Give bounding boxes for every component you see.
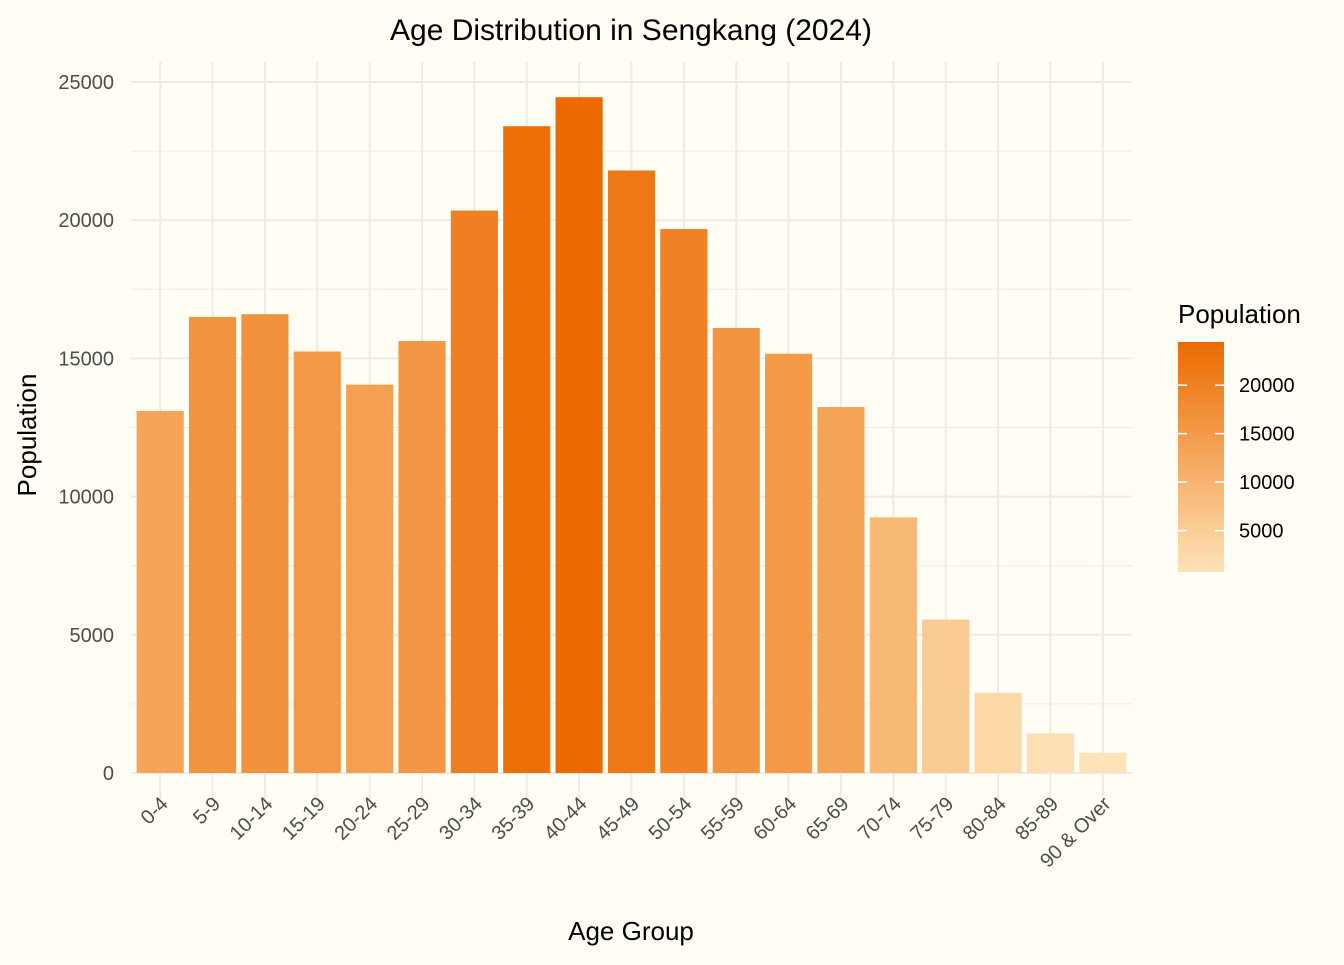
bar-50-54 bbox=[660, 229, 708, 773]
x-tick-label: 25-29 bbox=[383, 793, 435, 845]
x-tick-label: 15-19 bbox=[278, 793, 330, 845]
y-tick-label: 20000 bbox=[58, 210, 114, 232]
y-axis-title: Population bbox=[12, 374, 42, 497]
legend-tick-label: 15000 bbox=[1239, 424, 1295, 446]
bar-80-84 bbox=[974, 692, 1022, 773]
x-tick-label: 75-79 bbox=[907, 793, 959, 845]
bar-60-64 bbox=[765, 353, 813, 773]
bar-10-14 bbox=[241, 314, 289, 773]
bar-85-89 bbox=[1026, 733, 1075, 773]
bar-0-4 bbox=[136, 410, 184, 773]
x-tick-label: 35-39 bbox=[488, 793, 540, 845]
bar-70-74 bbox=[869, 517, 917, 773]
bar-30-34 bbox=[450, 210, 498, 773]
bar-45-49 bbox=[607, 170, 656, 773]
x-tick-label: 50-54 bbox=[645, 793, 697, 845]
x-tick-label: 40-44 bbox=[540, 793, 592, 845]
bar-25-29 bbox=[398, 340, 446, 773]
color-legend: Population 5000 10000 15000 20000 bbox=[1178, 299, 1301, 572]
bar-5-9 bbox=[188, 316, 237, 773]
x-tick-label: 80-84 bbox=[959, 793, 1011, 845]
x-tick-label: 45-49 bbox=[592, 793, 644, 845]
x-tick-label: 20-24 bbox=[330, 793, 382, 845]
x-tick-label: 70-74 bbox=[854, 793, 906, 845]
x-axis-title: Age Group bbox=[568, 916, 694, 946]
x-axis-ticks: 0-4 5-9 10-14 15-19 20-24 25-29 30-34 35-39 40-4… bbox=[137, 793, 1116, 872]
bar-20-24 bbox=[346, 384, 394, 773]
x-tick-label: 0-4 bbox=[137, 793, 173, 829]
x-tick-label: 30-34 bbox=[435, 793, 487, 845]
x-tick-label: 55-59 bbox=[697, 793, 749, 845]
x-tick-label: 65-69 bbox=[802, 793, 854, 845]
bar-40-44 bbox=[555, 97, 603, 773]
legend-ticks: 5000 10000 15000 20000 bbox=[1178, 375, 1295, 543]
bar-75-79 bbox=[922, 619, 970, 773]
y-tick-label: 15000 bbox=[58, 348, 114, 370]
chart-title: Age Distribution in Sengkang (2024) bbox=[390, 14, 872, 47]
legend-title: Population bbox=[1178, 299, 1301, 329]
legend-tick-label: 20000 bbox=[1239, 375, 1295, 397]
y-tick-label: 10000 bbox=[58, 487, 114, 509]
bar-55-59 bbox=[712, 327, 760, 773]
bars bbox=[136, 97, 1127, 773]
legend-tick-label: 5000 bbox=[1239, 521, 1284, 543]
legend-tick-label: 10000 bbox=[1239, 472, 1295, 494]
y-tick-label: 25000 bbox=[58, 72, 114, 94]
x-tick-label: 60-64 bbox=[749, 793, 801, 845]
y-axis-ticks: 0 5000 10000 15000 20000 25000 bbox=[58, 72, 114, 785]
x-tick-label: 10-14 bbox=[226, 793, 278, 845]
bar-35-39 bbox=[503, 126, 551, 773]
y-tick-label: 0 bbox=[103, 763, 114, 785]
bar-90-over bbox=[1079, 752, 1127, 773]
x-tick-label: 5-9 bbox=[189, 793, 225, 829]
y-tick-label: 5000 bbox=[70, 625, 115, 647]
bar-15-19 bbox=[293, 351, 341, 773]
legend-colorbar bbox=[1178, 342, 1224, 572]
bar-65-69 bbox=[817, 407, 865, 773]
